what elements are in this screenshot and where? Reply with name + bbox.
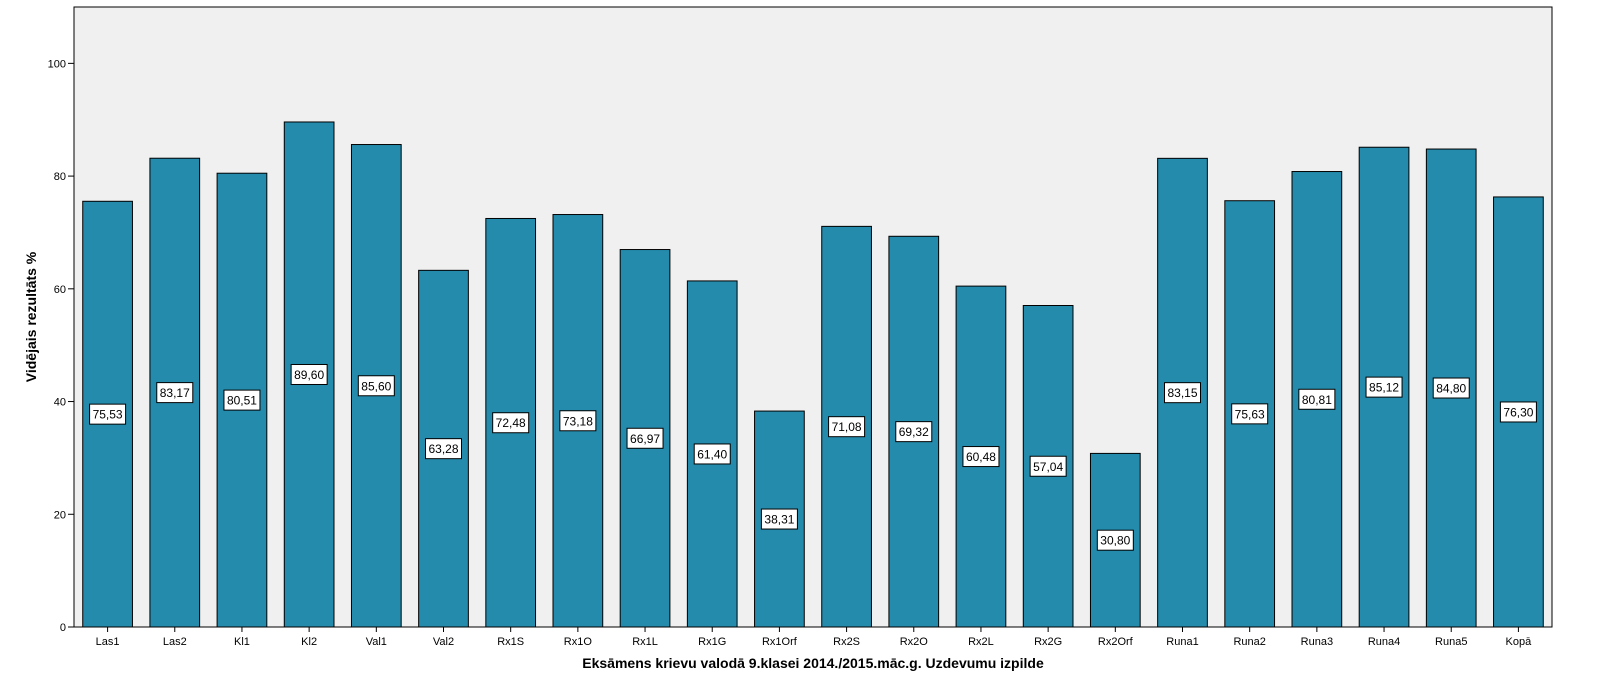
data-label-box [156, 382, 194, 404]
x-tick-label: Rx2S [833, 636, 860, 648]
x-tick-label: Rx1L [632, 636, 658, 648]
data-label-box [1231, 403, 1269, 425]
data-label: 30,80 [1100, 534, 1130, 548]
data-label: 60,48 [966, 450, 996, 464]
data-label: 75,63 [1235, 407, 1265, 421]
data-label: 57,04 [1033, 460, 1063, 474]
data-label-box [357, 375, 395, 397]
x-tick-label: Las2 [163, 636, 187, 648]
data-label: 63,28 [428, 442, 458, 456]
data-label-box [290, 363, 328, 385]
data-label-box [1164, 382, 1201, 404]
x-tick-label: Kopā [1506, 636, 1533, 648]
x-tick-label: Kl2 [301, 636, 317, 648]
x-tick-label: Rx2L [968, 636, 994, 648]
data-label-box [1029, 455, 1067, 477]
data-label: 66,97 [630, 432, 660, 446]
x-tick-label: Rx2O [900, 636, 929, 648]
data-label-box [1499, 401, 1537, 423]
data-label: 73,18 [563, 414, 593, 428]
x-tick-label: Val1 [366, 636, 387, 648]
data-label-box [223, 389, 261, 411]
data-label-box [1365, 376, 1403, 398]
x-tick-label: Val2 [433, 636, 454, 648]
data-label: 89,60 [294, 368, 324, 382]
y-tick-label: 0 [60, 622, 66, 634]
data-label-box [693, 443, 731, 465]
x-axis-title: Eksāmens krievu valodā 9.klasei 2014./20… [582, 655, 1044, 671]
data-label: 83,15 [1167, 386, 1197, 400]
data-label: 76,30 [1503, 405, 1533, 419]
x-tick-label: Kl1 [234, 636, 250, 648]
x-tick-label: Runa5 [1435, 636, 1467, 648]
x-tick-label: Runa3 [1301, 636, 1333, 648]
data-label: 69,32 [899, 425, 929, 439]
y-tick-label: 80 [54, 171, 66, 183]
x-tick-label: Runa2 [1233, 636, 1265, 648]
data-label: 75,53 [93, 408, 123, 422]
data-label-box [492, 412, 530, 434]
x-tick-label: Rx1Orf [762, 636, 798, 648]
y-tick-label: 40 [54, 397, 66, 409]
data-label: 80,81 [1302, 393, 1332, 407]
data-label-box [828, 416, 866, 438]
x-tick-label: Rx1O [564, 636, 593, 648]
data-label-box [962, 446, 1000, 468]
data-label-box [895, 421, 933, 443]
data-label: 83,17 [160, 386, 190, 400]
data-label: 38,31 [764, 513, 794, 527]
data-label: 84,80 [1436, 382, 1466, 396]
y-tick-label: 60 [54, 284, 66, 296]
x-axis-categories: Las1 Las2 Kl1 Kl2 Val1 Val2 Rx1S Rx1O Rx1L Rx1G Rx… [96, 627, 1532, 648]
x-tick-label: Runa4 [1368, 636, 1400, 648]
data-label-box [89, 403, 127, 425]
data-label: 72,48 [496, 416, 526, 430]
data-label-box [1096, 529, 1134, 551]
data-label-box [559, 410, 597, 432]
y-tick-label: 20 [54, 509, 66, 521]
x-tick-label: Rx2Orf [1098, 636, 1134, 648]
y-axis-title: Vidējais rezultāts % [23, 251, 39, 382]
x-tick-label: Rx2G [1034, 636, 1062, 648]
data-label: 85,12 [1369, 381, 1399, 395]
data-label: 71,08 [832, 420, 862, 434]
data-label: 85,60 [361, 379, 391, 393]
x-tick-label: Runa1 [1166, 636, 1198, 648]
data-label-box [425, 438, 462, 460]
data-label: 80,51 [227, 394, 257, 408]
data-label-box [1432, 377, 1470, 399]
x-tick-label: Las1 [96, 636, 120, 648]
data-label-box [1298, 388, 1336, 410]
data-labels: 75,53 83,17 80,51 89,60 85,60 63,28 72,48 73,18… [89, 363, 1537, 551]
x-tick-label: Rx1S [497, 636, 524, 648]
y-tick-label: 100 [48, 58, 66, 70]
x-tick-label: Rx1G [698, 636, 726, 648]
y-axis-ticks: 0 20 40 60 80 100 [48, 58, 74, 634]
data-label: 61,40 [697, 447, 727, 461]
data-label-box [760, 508, 798, 530]
data-label-box [626, 427, 664, 449]
